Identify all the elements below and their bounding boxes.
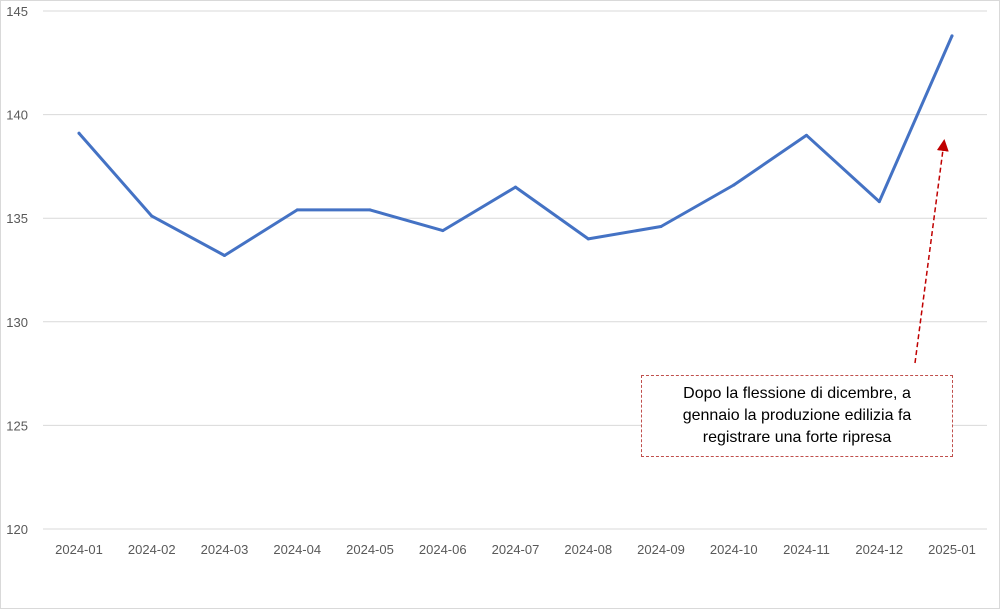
y-tick-label: 135 (6, 211, 28, 226)
x-tick-label: 2025-01 (928, 542, 976, 557)
x-tick-label: 2024-06 (419, 542, 467, 557)
y-tick-label: 140 (6, 108, 28, 123)
data-point (659, 224, 663, 228)
data-point (223, 253, 226, 257)
data-point (805, 133, 808, 137)
annotation-arrow (914, 139, 949, 364)
series-line (77, 34, 954, 257)
data-point (368, 208, 372, 212)
x-tick-label: 2024-08 (564, 542, 612, 557)
data-point (441, 229, 445, 233)
data-point (877, 200, 881, 204)
x-tick-label: 2024-07 (492, 542, 540, 557)
x-tick-label: 2024-09 (637, 542, 685, 557)
y-tick-label: 120 (6, 522, 28, 537)
data-point (77, 131, 81, 135)
x-tick-label: 2024-02 (128, 542, 176, 557)
x-tick-label: 2024-10 (710, 542, 758, 557)
y-tick-label: 125 (6, 418, 28, 433)
x-tick-label: 2024-11 (783, 542, 830, 557)
annotation-text: Dopo la flessione di dicembre, a gennaio… (682, 385, 912, 446)
y-tick-label: 145 (6, 4, 28, 19)
data-point (150, 214, 154, 218)
data-point (514, 185, 517, 189)
x-tick-label: 2024-04 (273, 542, 321, 557)
x-tick-label: 2024-12 (855, 542, 903, 557)
data-point (950, 34, 954, 38)
annotation-box: Dopo la flessione di dicembre, a gennaio… (641, 375, 953, 457)
data-point (295, 208, 299, 212)
data-point (586, 237, 590, 241)
x-tick-label: 2024-01 (55, 542, 103, 557)
data-point (732, 183, 736, 187)
y-tick-label: 130 (6, 315, 28, 330)
x-tick-label: 2024-05 (346, 542, 394, 557)
x-tick-label: 2024-03 (201, 542, 249, 557)
